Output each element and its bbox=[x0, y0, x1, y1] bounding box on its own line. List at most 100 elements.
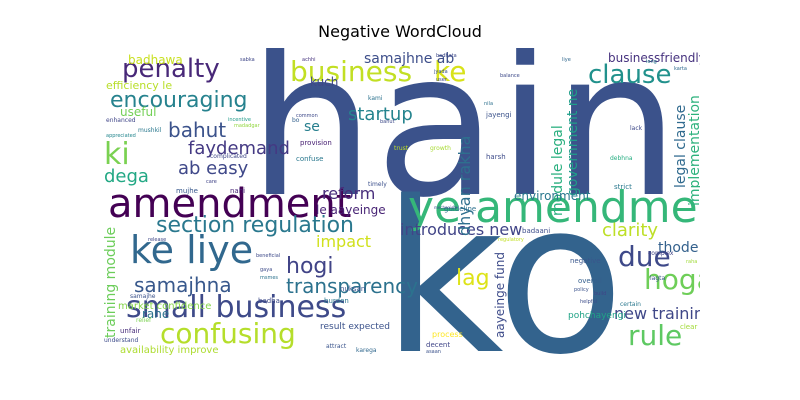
word-nahi: nahi bbox=[230, 187, 246, 195]
word-nuksan: nuksan bbox=[340, 285, 366, 293]
word-clause: clause bbox=[588, 60, 672, 90]
word-policy: policy bbox=[574, 287, 589, 293]
word-availability-improve: availability improve bbox=[120, 345, 219, 356]
word-lag: lag bbox=[456, 266, 490, 291]
word-relief: relief bbox=[136, 317, 152, 324]
word-regulatory: regulatory bbox=[498, 237, 524, 243]
word-negative: negative bbox=[570, 257, 601, 265]
word-environment: environment bbox=[514, 189, 591, 203]
word-madadgar: madadgar bbox=[234, 123, 260, 129]
word-introduces-new: introduces new bbox=[400, 220, 523, 239]
word-helpful: helpful bbox=[580, 299, 598, 305]
word-ab-easy: ab easy bbox=[178, 158, 249, 179]
word-certain: certain bbox=[620, 301, 641, 308]
word-guideline: guideline bbox=[444, 205, 477, 213]
word-harsh: harsh bbox=[486, 153, 506, 161]
word-enhanced: enhanced bbox=[106, 117, 136, 124]
word-clarity: clarity bbox=[602, 220, 659, 241]
word-business: business bbox=[290, 55, 413, 88]
word-transparency: transparency bbox=[286, 274, 418, 298]
word-decent: decent bbox=[426, 341, 451, 349]
word-training-module: training module bbox=[103, 226, 119, 338]
word-businessfriendly: businessfriendly bbox=[608, 51, 700, 65]
word-timely: timely bbox=[368, 181, 387, 188]
word-jyada: jyada bbox=[434, 69, 448, 75]
word-hogi: hogi bbox=[286, 254, 334, 279]
word-samajhne-ab: samajhne ab bbox=[364, 51, 455, 67]
word-due: due bbox=[618, 240, 671, 273]
word-encouraging: encouraging bbox=[110, 88, 248, 113]
word-new-training: new training bbox=[614, 304, 700, 323]
word-reform: reform bbox=[322, 184, 376, 203]
word-penalty: penalty bbox=[122, 54, 220, 84]
word-raha: raha bbox=[686, 259, 698, 265]
word-hain: hain bbox=[248, 48, 680, 242]
word-kuch: kuch bbox=[310, 75, 339, 89]
word-beneficial: beneficial bbox=[256, 253, 281, 259]
word-startup: startup bbox=[348, 104, 413, 125]
word-small-business: small business bbox=[126, 290, 347, 325]
word-complex: complex bbox=[648, 250, 674, 257]
word-hoga: hoga bbox=[644, 263, 700, 296]
word-mechanism: mechanism bbox=[434, 205, 458, 210]
word-clear: clear bbox=[680, 323, 698, 331]
word-samajhe: samajhe bbox=[130, 293, 156, 300]
word-lack: lack bbox=[630, 125, 643, 132]
word-thode: thode bbox=[658, 240, 699, 256]
word-badhawa: badhawa bbox=[128, 53, 183, 67]
word-section-regulation: section regulation bbox=[156, 213, 354, 238]
word-asaan: asaan bbox=[426, 349, 441, 355]
word-balance: balance bbox=[500, 73, 520, 79]
word-gaya: gaya bbox=[260, 267, 273, 273]
word-liye: liye bbox=[562, 57, 571, 63]
word-burden: burden bbox=[324, 297, 349, 305]
word-confuse: confuse bbox=[296, 155, 324, 163]
word-kami: kami bbox=[368, 95, 383, 102]
word-efficiency-le: efficiency le bbox=[106, 79, 173, 92]
word-karega: karega bbox=[356, 347, 377, 354]
word-impact: impact bbox=[316, 232, 372, 251]
word-mujhe: mujhe bbox=[176, 187, 198, 195]
word-dhyan-rakha: dhyan rakha bbox=[455, 135, 474, 236]
word-care: care bbox=[206, 179, 217, 185]
word-debhna: debhna bbox=[610, 155, 633, 162]
word-strict: strict bbox=[614, 183, 632, 191]
word-market-confidence: market confidence bbox=[118, 301, 212, 312]
word-msmes: msmes bbox=[260, 275, 279, 281]
word-sabka: sabka bbox=[240, 57, 255, 63]
word-process: process bbox=[432, 330, 463, 339]
word-mushkil: mushkil bbox=[138, 127, 162, 134]
word-ye-amendment: ye amendment bbox=[408, 182, 700, 233]
word-amendment: amendment bbox=[108, 181, 352, 227]
word-ke-liye: ke liye bbox=[130, 228, 254, 272]
word-se: se bbox=[304, 119, 320, 135]
word-ki: ki bbox=[104, 137, 130, 172]
word-implementation: implementation bbox=[687, 95, 700, 206]
word-aayeinge-fund: aayeinge fund bbox=[493, 252, 507, 338]
word-jayengi: jayengi bbox=[486, 111, 512, 119]
word-incentive: incentive bbox=[228, 117, 251, 123]
word-bahut: bahut bbox=[168, 118, 227, 142]
word-rule: rule bbox=[628, 319, 683, 352]
word-dega: dega bbox=[104, 166, 149, 187]
word-bahut: bahut bbox=[380, 119, 395, 125]
word-achhi: achhi bbox=[302, 57, 316, 63]
word-rahe: rahe bbox=[142, 307, 170, 321]
word-attract: attract bbox=[326, 343, 347, 350]
word-release: release bbox=[148, 237, 167, 243]
word-badhata: badhata bbox=[436, 53, 457, 59]
chart-title: Negative WordCloud bbox=[318, 22, 482, 41]
word-long: long bbox=[646, 59, 657, 65]
word-result-expected: result expected bbox=[320, 322, 391, 332]
word-le-aayeinge: le aayeinge bbox=[316, 203, 386, 217]
word-complicated: complicated bbox=[210, 153, 247, 160]
word-overall: overall bbox=[578, 277, 602, 285]
word-faydemand: faydemand bbox=[188, 138, 290, 159]
word-trust: trust bbox=[394, 145, 409, 152]
word-unfair: unfair bbox=[120, 327, 141, 335]
word-provision: provision bbox=[300, 139, 332, 147]
word-build: build bbox=[594, 291, 607, 297]
word-samajhna: samajhna bbox=[134, 273, 232, 297]
word-badha: badha bbox=[258, 297, 280, 305]
